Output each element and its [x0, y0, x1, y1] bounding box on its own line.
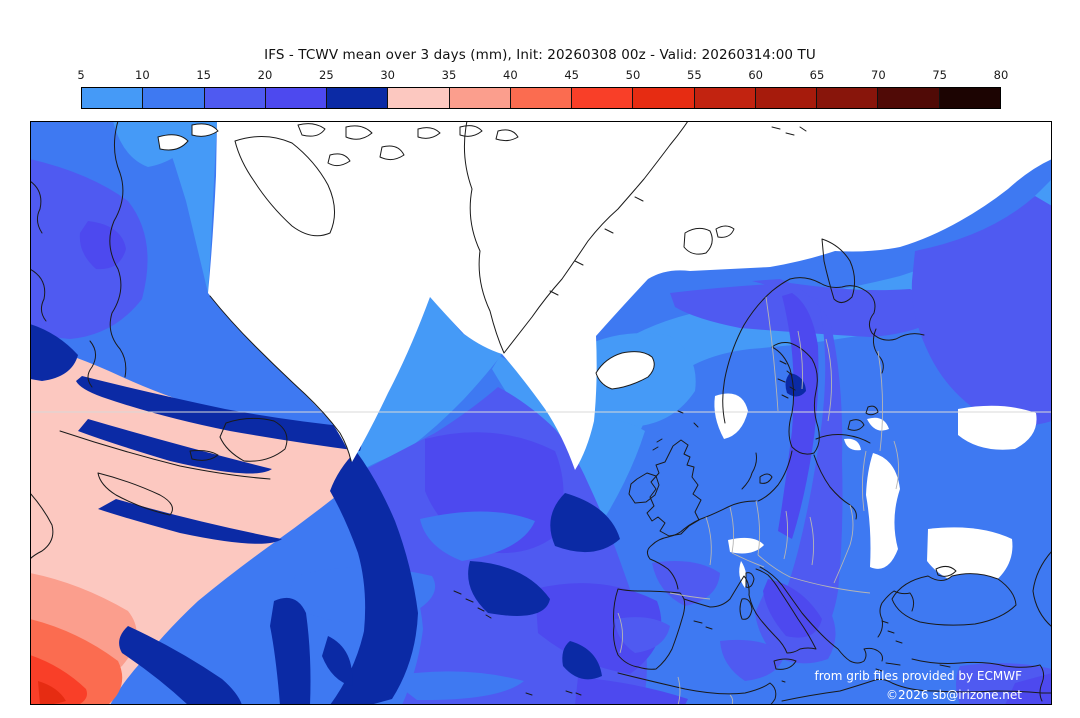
map-frame: [30, 121, 1052, 705]
colorbar-tick-labels: 5 10 15 20 25 30 35 40 45 50 55 60 65 70 75 80: [77, 68, 1008, 82]
colorbar-segment-5-10: [82, 88, 144, 108]
attribution-copyright: ©2026 sb@irizone.net: [886, 688, 1022, 702]
colorbar-segment-10-15: [143, 88, 205, 108]
attribution: from grib files provided by ECMWF ©2026 …: [814, 669, 1022, 702]
tcwv-map: from grib files provided by ECMWF ©2026 …: [29, 120, 1053, 706]
colorbar-segment-65-70: [817, 88, 879, 108]
colorbar-tick-70: 70: [871, 68, 886, 82]
colorbar-tick-50: 50: [625, 68, 641, 82]
colorbar-tick-15: 15: [196, 68, 211, 82]
map-canvas: from grib files provided by ECMWF ©2026 …: [29, 120, 1053, 706]
colorbar-segment-35-40: [449, 88, 511, 108]
colorbar-tick-75: 75: [932, 68, 947, 82]
colorbar-tick-25: 25: [319, 68, 334, 82]
colorbar-segment-50-55: [633, 88, 695, 108]
colorbar-segment-25-30: [327, 88, 389, 108]
colorbar-tick-5: 5: [77, 68, 85, 82]
page-title: IFS - TCWV mean over 3 days (mm), Init: …: [264, 47, 816, 63]
colorbar-tick-35: 35: [441, 68, 457, 82]
sea-refill: [892, 553, 1052, 626]
colorbar-segment-70-75: [878, 88, 940, 108]
colorbar-segment-75-80: [939, 88, 1000, 108]
colorbar-tick-20: 20: [257, 68, 273, 82]
colorbar-segment-20-25: [265, 88, 328, 108]
colorbar-segment-55-60: [694, 88, 756, 108]
colorbar-segment-15-20: [204, 88, 266, 108]
colorbar: [81, 87, 1001, 109]
colorbar-tick-45: 45: [564, 68, 579, 82]
colorbar-tick-30: 30: [380, 68, 395, 82]
colorbar-tick-10: 10: [135, 68, 150, 82]
colorbar-tick-80: 80: [993, 68, 1009, 82]
colorbar-tick-55: 55: [687, 68, 702, 82]
colorbar-segment-30-35: [388, 88, 450, 108]
colorbar-tick-60: 60: [748, 68, 763, 82]
attribution-source: from grib files provided by ECMWF: [814, 669, 1022, 683]
colorbar-segment-60-65: [755, 88, 818, 108]
colorbar-segment-40-45: [510, 88, 573, 108]
colorbar-tick-40: 40: [503, 68, 518, 82]
colorbar-segment-45-50: [572, 88, 634, 108]
colorbar-tick-65: 65: [809, 68, 825, 82]
coastlines: [29, 120, 1053, 706]
